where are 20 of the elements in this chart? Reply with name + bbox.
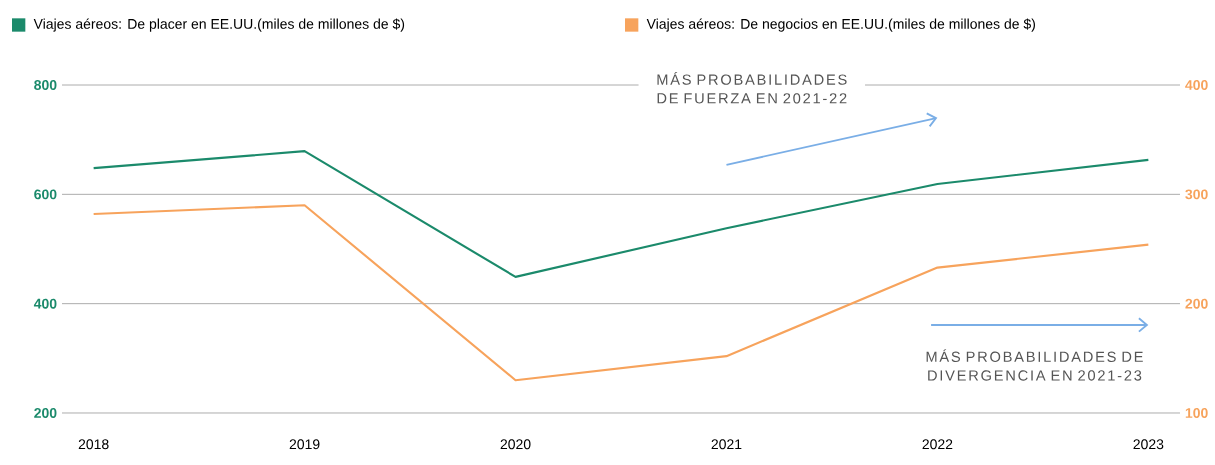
x-tick-label: 2023 bbox=[1133, 439, 1164, 450]
x-tick-label: 2020 bbox=[500, 439, 531, 450]
y-tick-label: 800 bbox=[34, 80, 57, 90]
y2-tick-label: 100 bbox=[1185, 408, 1208, 418]
line-series bbox=[92, 204, 1150, 382]
annotation: MÁS PROBABILIDADES DE DIVERGENCIA EN 2021-23 bbox=[926, 349, 1143, 381]
annotation: MÁS PROBABILIDADES DE FUERZA EN 2021-22 bbox=[657, 71, 847, 104]
line-series bbox=[92, 150, 1150, 278]
y2-tick-label: 200 bbox=[1185, 298, 1208, 309]
x-tick-label: 2021 bbox=[711, 439, 742, 450]
x-tick-label: 2018 bbox=[78, 439, 109, 450]
y-tick-label: 200 bbox=[34, 408, 57, 418]
x-tick-label: 2019 bbox=[289, 439, 320, 450]
y2-tick-label: 300 bbox=[1185, 189, 1208, 200]
y-tick-label: 400 bbox=[33, 298, 57, 309]
y2-tick-label: 400 bbox=[1185, 80, 1208, 90]
legend-label: Viajes aéreos: De negocios en EE.UU.(miles de millones de $) bbox=[646, 18, 1035, 32]
legend-label: Viajes aéreos: De placer en EE.UU.(miles de millones de $) bbox=[33, 18, 405, 32]
x-tick-label: 2022 bbox=[922, 439, 953, 450]
y-tick-label: 600 bbox=[34, 189, 57, 200]
